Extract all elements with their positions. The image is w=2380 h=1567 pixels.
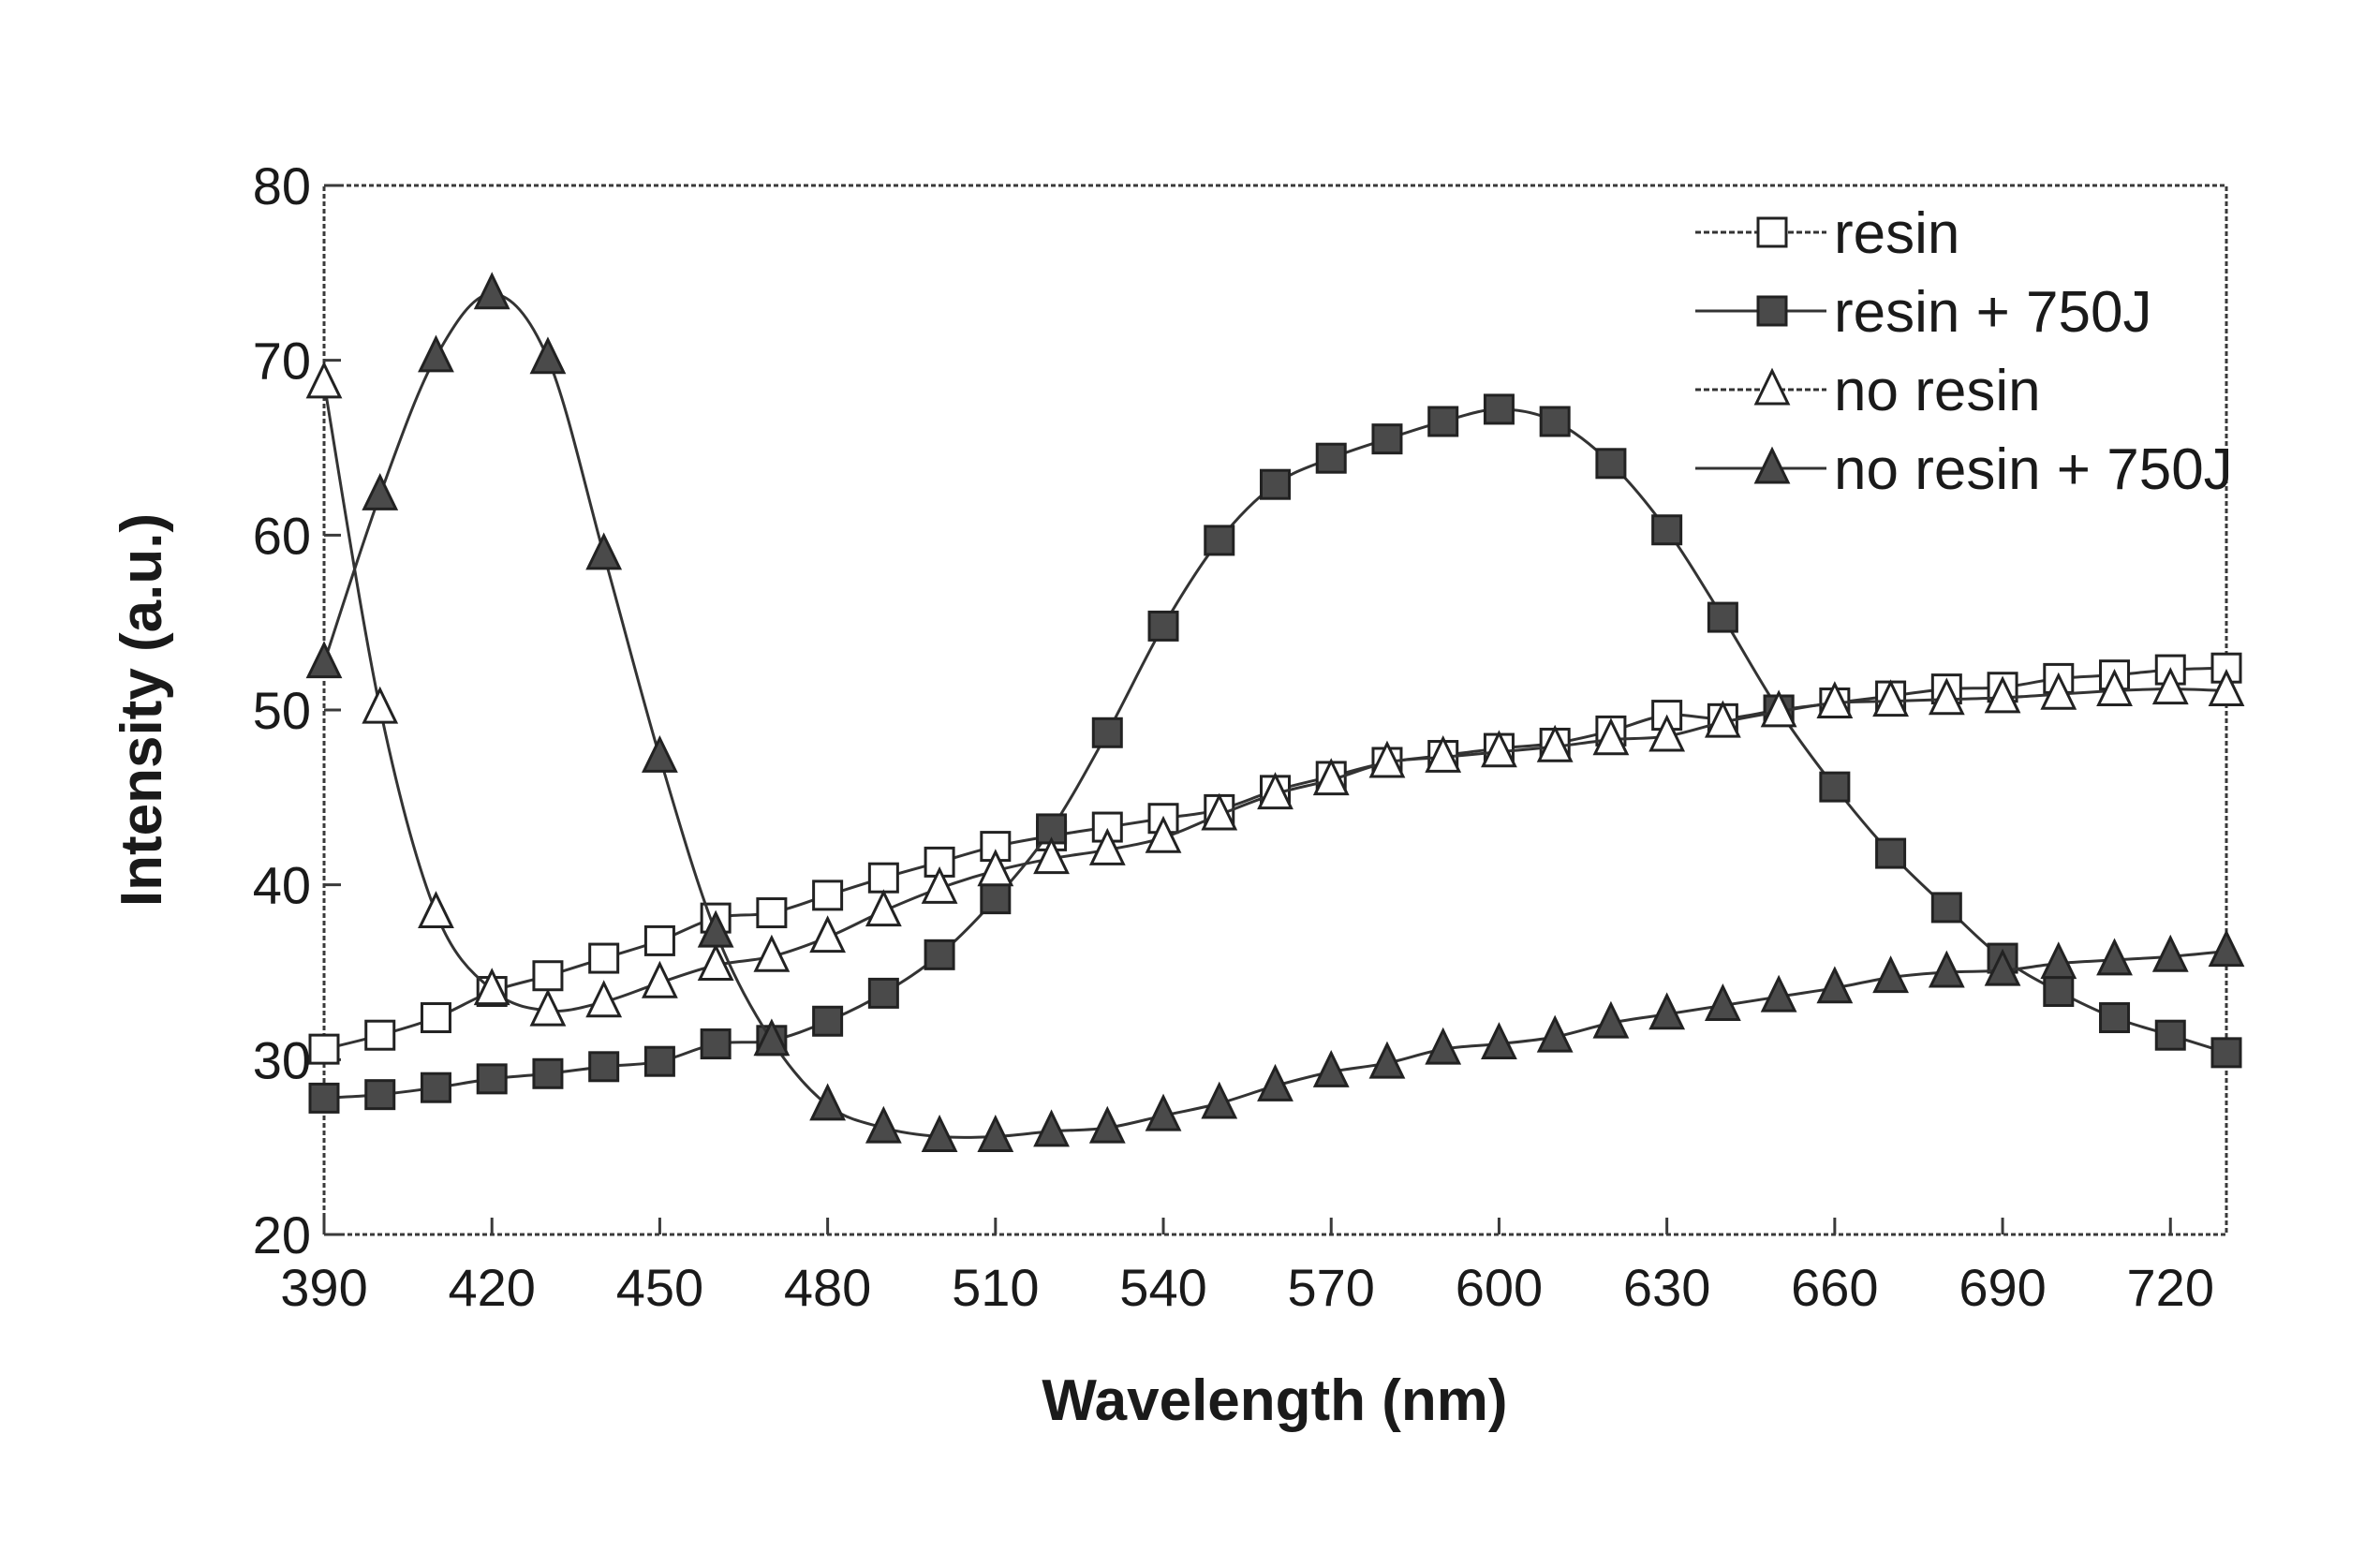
data-point bbox=[364, 689, 396, 722]
x-tick-label: 450 bbox=[616, 1258, 703, 1317]
legend-item: no resin bbox=[1695, 359, 2041, 423]
x-tick-label: 630 bbox=[1623, 1258, 1710, 1317]
data-point bbox=[590, 1053, 618, 1081]
data-point bbox=[2099, 941, 2131, 974]
x-tick-label: 510 bbox=[952, 1258, 1039, 1317]
legend-item: resin bbox=[1695, 201, 1959, 266]
data-point bbox=[364, 476, 396, 509]
data-point bbox=[1708, 603, 1737, 631]
legend-item: no resin + 750J bbox=[1695, 437, 2233, 502]
data-point bbox=[1262, 470, 1290, 498]
x-tick-label: 390 bbox=[280, 1258, 367, 1317]
data-point bbox=[1541, 407, 1569, 436]
x-axis-title: Wavelength (nm) bbox=[1042, 1368, 1507, 1433]
data-point bbox=[982, 885, 1010, 913]
x-tick-label: 720 bbox=[2127, 1258, 2214, 1317]
x-tick-label: 420 bbox=[448, 1258, 535, 1317]
data-point bbox=[1930, 954, 1962, 986]
y-tick-label: 30 bbox=[253, 1030, 311, 1089]
data-point bbox=[1205, 526, 1234, 554]
data-point bbox=[420, 894, 451, 927]
data-point bbox=[1877, 839, 1905, 867]
y-tick-label: 40 bbox=[253, 856, 311, 915]
data-point bbox=[588, 536, 620, 569]
data-point bbox=[812, 1087, 844, 1119]
data-point bbox=[1429, 407, 1457, 436]
data-point bbox=[534, 962, 562, 990]
data-point bbox=[308, 364, 340, 397]
data-point bbox=[645, 926, 673, 954]
data-point bbox=[812, 919, 844, 952]
data-point bbox=[867, 893, 899, 925]
data-point bbox=[1093, 718, 1121, 747]
data-point bbox=[1149, 612, 1177, 640]
data-point bbox=[532, 340, 564, 373]
data-point bbox=[980, 1117, 1012, 1150]
x-tick-label: 600 bbox=[1456, 1258, 1543, 1317]
data-point bbox=[1597, 450, 1625, 478]
data-point bbox=[869, 864, 897, 892]
legend-marker bbox=[1758, 297, 1786, 325]
data-point bbox=[2101, 1004, 2129, 1032]
data-point bbox=[1932, 894, 1960, 922]
y-tick-label: 80 bbox=[253, 156, 311, 215]
legend-label: resin + 750J bbox=[1834, 280, 2152, 345]
legend-label: no resin bbox=[1834, 359, 2041, 423]
data-point bbox=[476, 275, 508, 308]
legend-marker bbox=[1758, 218, 1786, 246]
x-tick-label: 690 bbox=[1959, 1258, 2046, 1317]
legend-marker bbox=[1756, 371, 1788, 404]
data-point bbox=[925, 940, 953, 968]
legend-item: resin + 750J bbox=[1695, 280, 2152, 345]
data-point bbox=[758, 899, 786, 927]
x-tick-label: 660 bbox=[1791, 1258, 1878, 1317]
data-point bbox=[643, 738, 675, 771]
y-axis-title: Intensity (a.u.) bbox=[110, 513, 174, 907]
data-point bbox=[702, 1030, 730, 1058]
data-point bbox=[308, 644, 340, 677]
data-point bbox=[366, 1021, 394, 1049]
data-point bbox=[1373, 425, 1401, 453]
data-point bbox=[590, 944, 618, 972]
data-point bbox=[420, 338, 451, 371]
y-tick-label: 20 bbox=[253, 1205, 311, 1264]
data-point bbox=[2045, 978, 2073, 1006]
data-point bbox=[645, 1047, 673, 1075]
data-point bbox=[478, 1065, 506, 1093]
data-point bbox=[366, 1081, 394, 1109]
legend-label: resin bbox=[1834, 201, 1959, 266]
x-tick-label: 540 bbox=[1119, 1258, 1206, 1317]
data-point bbox=[421, 1073, 450, 1101]
data-point bbox=[310, 1035, 338, 1063]
legend: resin resin + 750J no resin no resin + 750J bbox=[1695, 201, 2233, 502]
data-point bbox=[814, 881, 842, 909]
data-point bbox=[814, 1007, 842, 1035]
y-tick-label: 60 bbox=[253, 506, 311, 565]
chart: 20 30 40 50 60 70 80 390 420 450 480 510 540 570 600 6… bbox=[0, 0, 2380, 1567]
data-point bbox=[1485, 395, 1513, 423]
data-point bbox=[2156, 1021, 2184, 1049]
x-axis: 390 420 450 480 510 540 570 600 630 660 690 720 bbox=[280, 1218, 2214, 1317]
data-point bbox=[1317, 444, 1345, 472]
data-point bbox=[421, 1004, 450, 1032]
data-point bbox=[1821, 773, 1849, 801]
data-point bbox=[2210, 933, 2242, 966]
x-tick-label: 480 bbox=[784, 1258, 871, 1317]
data-point bbox=[1653, 516, 1681, 544]
legend-label: no resin + 750J bbox=[1834, 437, 2233, 502]
y-tick-label: 50 bbox=[253, 681, 311, 740]
data-point bbox=[2212, 1039, 2240, 1067]
data-point bbox=[310, 1084, 338, 1112]
x-tick-label: 570 bbox=[1288, 1258, 1375, 1317]
legend-marker bbox=[1756, 450, 1788, 482]
data-point bbox=[2043, 945, 2075, 978]
data-point bbox=[1036, 1113, 1068, 1146]
data-point bbox=[534, 1059, 562, 1087]
y-tick-label: 70 bbox=[253, 332, 311, 391]
data-point bbox=[869, 979, 897, 1007]
